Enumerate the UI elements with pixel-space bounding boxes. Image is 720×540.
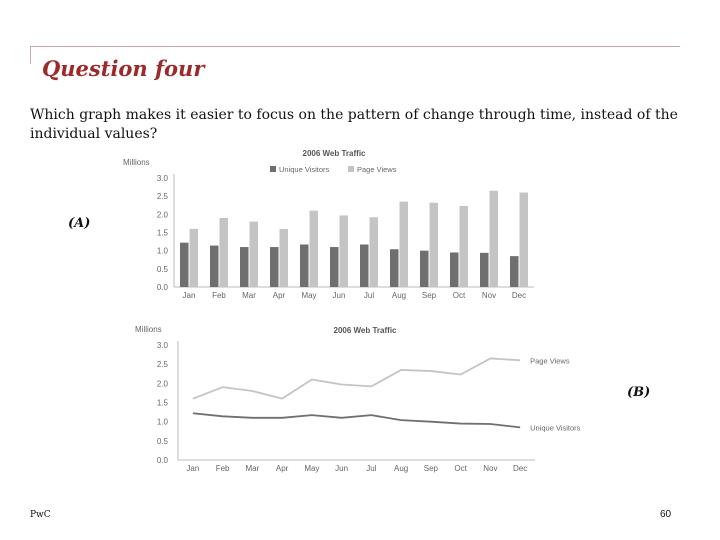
chart-b-x-tick-label: Sep <box>424 464 439 473</box>
chart-b-series-label: Unique Visitors <box>530 423 581 432</box>
chart-a-bar <box>360 244 369 287</box>
chart-b-y-tick-label: 1.5 <box>157 399 169 408</box>
chart-a-y-tick-label: 3.0 <box>157 174 169 183</box>
chart-a-label: (A) <box>68 216 91 231</box>
chart-a-bar <box>249 221 258 287</box>
chart-b-y-axis-title: Millions <box>135 325 162 334</box>
chart-b-y-tick-label: 0.5 <box>157 437 169 446</box>
chart-b-title: 2006 Web Traffic <box>334 326 398 335</box>
footer-brand: PwC <box>30 510 51 520</box>
chart-a-y-tick-label: 1.5 <box>157 229 169 238</box>
title-rule-tick <box>30 46 31 64</box>
chart-b-series-label: Page Views <box>530 356 570 365</box>
chart-a-y-tick-label: 0.0 <box>157 283 169 292</box>
chart-a-y-axis-title: Millions <box>123 158 150 167</box>
chart-b-x-tick-label: May <box>304 464 319 473</box>
chart-b-x-tick-label: Mar <box>245 464 259 473</box>
chart-a-x-tick-label: Dec <box>512 291 526 300</box>
chart-a-bar <box>480 252 489 287</box>
chart-b-series-line <box>192 412 521 429</box>
chart-a-legend-swatch <box>348 166 354 172</box>
chart-b-x-tick-label: Jan <box>186 464 199 473</box>
chart-a-bar <box>339 215 348 287</box>
chart-a-y-tick-label: 2.0 <box>157 210 169 219</box>
chart-a-x-tick-label: Jul <box>364 291 374 300</box>
chart-a-bar <box>300 244 309 287</box>
chart-b-x-tick-label: Aug <box>394 464 408 473</box>
chart-a-bar <box>429 202 438 287</box>
chart-a-bar <box>180 242 189 287</box>
chart-a-bar <box>390 249 399 287</box>
chart-a-bar <box>510 256 519 287</box>
chart-b-x-tick-label: Jun <box>335 464 348 473</box>
chart-b-x-tick-label: Feb <box>216 464 230 473</box>
title-rule <box>30 46 680 47</box>
chart-b-x-tick-label: Apr <box>276 464 289 473</box>
chart-a-x-tick-label: Aug <box>392 291 406 300</box>
chart-a-legend-swatch <box>270 166 276 172</box>
chart-b-x-tick-label: Oct <box>454 464 467 473</box>
chart-b-y-tick-label: 1.0 <box>157 418 169 427</box>
question-text: Which graph makes it easier to focus on … <box>30 107 678 142</box>
chart-b-series-line <box>192 357 521 400</box>
chart-b-x-tick-label: Nov <box>483 464 497 473</box>
chart-a-bar <box>219 217 228 287</box>
chart-a-x-tick-label: Apr <box>273 291 286 300</box>
chart-a-x-tick-label: Jun <box>333 291 346 300</box>
chart-a-x-tick-label: Sep <box>422 291 437 300</box>
chart-a-x-tick-label: May <box>301 291 316 300</box>
chart-a-x-tick-label: Mar <box>242 291 256 300</box>
chart-a-bar <box>309 210 318 287</box>
chart-b-y-tick-label: 3.0 <box>157 341 169 350</box>
chart-a-x-tick-label: Nov <box>482 291 496 300</box>
chart-a-y-tick-label: 1.0 <box>157 247 169 256</box>
slide-title: Question four <box>42 56 205 81</box>
page-number: 60 <box>660 509 672 520</box>
chart-a-bar <box>330 247 339 287</box>
chart-a-bar <box>519 192 528 287</box>
chart-a-bar <box>189 228 198 287</box>
chart-a-bar <box>420 250 429 287</box>
chart-a-bar <box>240 247 249 287</box>
chart-b-x-tick-label: Jul <box>366 464 376 473</box>
chart-a-bar <box>279 228 288 287</box>
chart-a-y-tick-label: 2.5 <box>157 192 169 201</box>
chart-a-bar <box>270 247 279 287</box>
chart-a-title: 2006 Web Traffic <box>303 149 367 158</box>
chart-a-bar <box>399 201 408 287</box>
chart-a-bar <box>210 245 219 287</box>
chart-b-x-tick-label: Dec <box>513 464 527 473</box>
chart-a-y-tick-label: 0.5 <box>157 265 169 274</box>
chart-a-legend-label: Unique Visitors <box>279 165 330 174</box>
chart-b-label: (B) <box>627 385 651 400</box>
chart-a-bar <box>459 205 468 287</box>
chart-b-y-tick-label: 0.0 <box>157 456 169 465</box>
chart-b-y-tick-label: 2.5 <box>157 360 169 369</box>
chart-a-bar <box>489 190 498 287</box>
chart-a-x-tick-label: Feb <box>212 291 226 300</box>
chart-b-y-tick-label: 2.0 <box>157 379 169 388</box>
chart-a-bar <box>369 217 378 287</box>
chart-a-legend-label: Page Views <box>357 165 397 174</box>
chart-a-bar <box>450 252 459 287</box>
chart-a-x-tick-label: Oct <box>453 291 466 300</box>
chart-a-x-tick-label: Jan <box>183 291 196 300</box>
